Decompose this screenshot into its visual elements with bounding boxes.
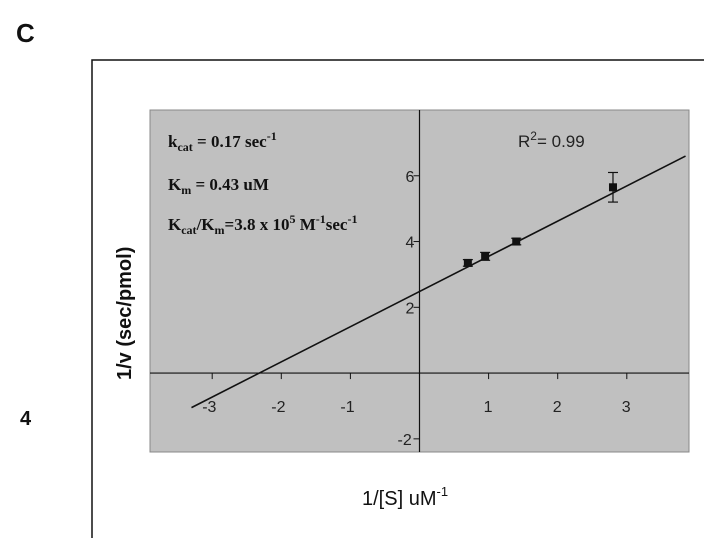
- axes: [150, 110, 689, 452]
- x-tick-label: -2: [271, 399, 285, 416]
- data-point: [463, 258, 472, 267]
- y-axis-label: 1/v (sec/pmol): [114, 247, 136, 380]
- x-tick-label: -1: [340, 399, 354, 416]
- annotation-km: Km = 0.43 uM: [168, 175, 269, 197]
- annotation-kcat-over-km: Kcat/Km=3.8 x 105 M-1sec-1: [168, 212, 357, 237]
- fit-line: [191, 155, 686, 409]
- x-tick-label: 2: [553, 399, 562, 416]
- regression-line: [191, 155, 686, 409]
- y-tick-label: -2: [398, 432, 412, 449]
- outer-frame: [91, 59, 704, 538]
- x-tick-label: 3: [622, 399, 631, 416]
- x-tick-label: -3: [202, 399, 216, 416]
- data-point: [608, 183, 617, 192]
- y-tick-label: 4: [406, 235, 415, 252]
- data-point: [481, 252, 490, 261]
- panel-label: C: [16, 18, 35, 48]
- x-axis-label: 1/[S] uM-1: [362, 484, 448, 510]
- side-number-label: 4: [20, 408, 32, 430]
- x-tick-label: 1: [484, 399, 493, 416]
- data-point: [512, 237, 521, 246]
- tick-labels: -3 -2 -1 1 2 3 -2 2 4 6: [202, 169, 631, 449]
- y-tick-label: 6: [406, 169, 415, 186]
- r-squared-label: R2= 0.99: [518, 129, 585, 151]
- y-tick-label: 2: [406, 300, 415, 317]
- annotation-kcat: kcat = 0.17 sec-1: [168, 129, 277, 154]
- data-points: [462, 171, 618, 267]
